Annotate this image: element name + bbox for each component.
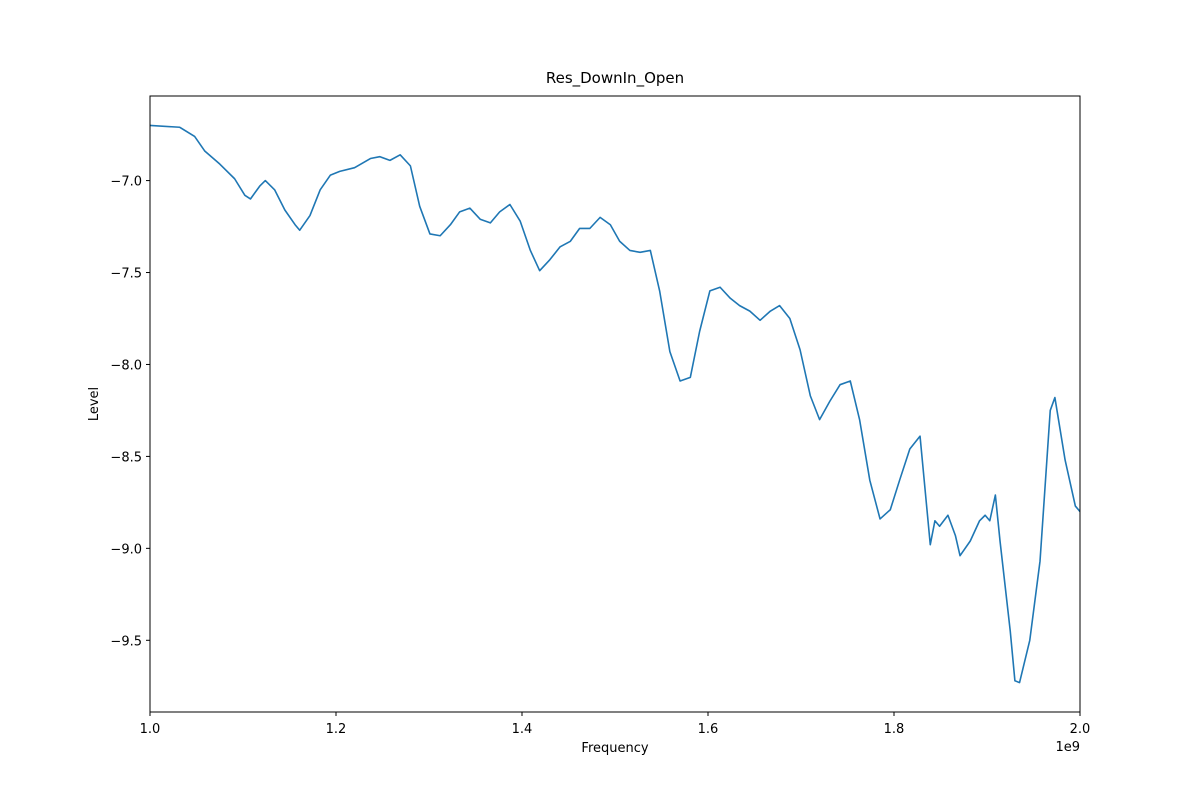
x-tick-label: 1.0	[140, 722, 161, 737]
y-axis-label: Level	[87, 387, 102, 421]
x-tick-label: 1.4	[512, 722, 533, 737]
y-tick-label: −8.0	[110, 358, 142, 373]
x-tick-label: 2.0	[1070, 722, 1091, 737]
x-tick-label: 1.2	[326, 722, 347, 737]
plot-frame	[149, 95, 1081, 713]
y-tick-label: −9.0	[110, 542, 142, 557]
chart-title: Res_DownIn_Open	[546, 69, 684, 88]
x-axis-label: Frequency	[581, 741, 648, 756]
x-tick-label: 1.6	[698, 722, 719, 737]
y-tick-label: −9.5	[110, 634, 142, 649]
data-line	[149, 124, 1081, 684]
x-offset-label: 1e9	[1055, 740, 1080, 755]
y-tick-label: −7.5	[110, 267, 142, 282]
x-tick-label: 1.8	[884, 722, 905, 737]
y-tick-label: −8.5	[110, 450, 142, 465]
y-tick-label: −7.0	[110, 175, 142, 190]
